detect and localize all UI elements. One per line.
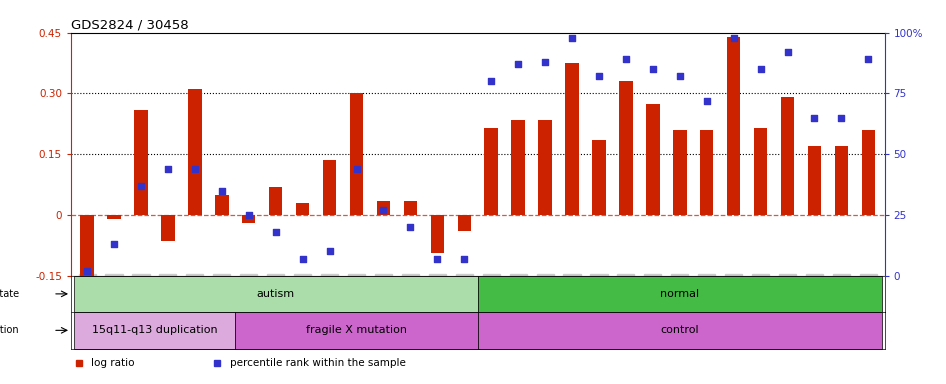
Point bbox=[295, 256, 310, 262]
Point bbox=[619, 56, 634, 63]
Point bbox=[699, 98, 714, 104]
Point bbox=[591, 73, 606, 79]
Bar bbox=[478, 312, 882, 349]
Point bbox=[565, 35, 580, 41]
Bar bbox=[458, 215, 471, 231]
Text: percentile rank within the sample: percentile rank within the sample bbox=[230, 358, 406, 368]
Bar bbox=[188, 89, 201, 215]
Point bbox=[107, 241, 122, 247]
Bar bbox=[484, 128, 498, 215]
Point bbox=[214, 187, 229, 194]
Point bbox=[861, 56, 876, 63]
Bar bbox=[646, 104, 659, 215]
Bar bbox=[323, 160, 336, 215]
Point bbox=[727, 35, 742, 41]
Text: log ratio: log ratio bbox=[91, 358, 134, 368]
Bar bbox=[620, 81, 633, 215]
Bar bbox=[107, 215, 121, 219]
Bar bbox=[808, 146, 821, 215]
Text: normal: normal bbox=[660, 289, 699, 299]
Bar bbox=[269, 187, 283, 215]
Text: GDS2824 / 30458: GDS2824 / 30458 bbox=[71, 18, 188, 31]
Point bbox=[349, 166, 364, 172]
Bar bbox=[404, 201, 417, 215]
Text: disease state: disease state bbox=[0, 289, 19, 299]
Point bbox=[241, 212, 256, 218]
Text: control: control bbox=[660, 325, 699, 335]
Point bbox=[673, 73, 688, 79]
Bar bbox=[134, 109, 148, 215]
Point bbox=[457, 256, 472, 262]
Bar bbox=[592, 140, 605, 215]
Point bbox=[753, 66, 768, 72]
Bar bbox=[862, 130, 875, 215]
Bar bbox=[377, 201, 390, 215]
Point bbox=[537, 59, 552, 65]
Bar bbox=[478, 276, 882, 312]
Bar bbox=[80, 215, 94, 284]
Text: fragile X mutation: fragile X mutation bbox=[306, 325, 407, 335]
Text: genotype/variation: genotype/variation bbox=[0, 325, 19, 335]
Bar bbox=[236, 312, 478, 349]
Bar bbox=[727, 37, 741, 215]
Point bbox=[483, 78, 499, 84]
Point bbox=[511, 61, 526, 67]
Point bbox=[780, 49, 795, 55]
Text: 15q11-q13 duplication: 15q11-q13 duplication bbox=[92, 325, 218, 335]
Text: autism: autism bbox=[256, 289, 295, 299]
Bar bbox=[74, 312, 236, 349]
Point bbox=[268, 229, 283, 235]
Point bbox=[807, 115, 822, 121]
Point bbox=[161, 166, 176, 172]
Bar bbox=[780, 98, 795, 215]
Bar bbox=[700, 130, 713, 215]
Bar bbox=[350, 93, 363, 215]
Point bbox=[133, 183, 149, 189]
Bar bbox=[215, 195, 229, 215]
Bar bbox=[430, 215, 444, 253]
Point bbox=[187, 166, 202, 172]
Bar bbox=[296, 203, 309, 215]
Bar bbox=[161, 215, 175, 241]
Bar bbox=[834, 146, 849, 215]
Point bbox=[429, 256, 445, 262]
Point bbox=[322, 248, 337, 255]
Bar bbox=[566, 63, 579, 215]
Point bbox=[833, 115, 849, 121]
Bar bbox=[538, 120, 552, 215]
Bar bbox=[512, 120, 525, 215]
Point bbox=[376, 207, 391, 213]
Bar bbox=[242, 215, 255, 223]
Point bbox=[79, 268, 95, 274]
Bar bbox=[754, 128, 767, 215]
Bar bbox=[74, 276, 478, 312]
Bar bbox=[673, 130, 687, 215]
Point bbox=[645, 66, 660, 72]
Point bbox=[403, 224, 418, 230]
